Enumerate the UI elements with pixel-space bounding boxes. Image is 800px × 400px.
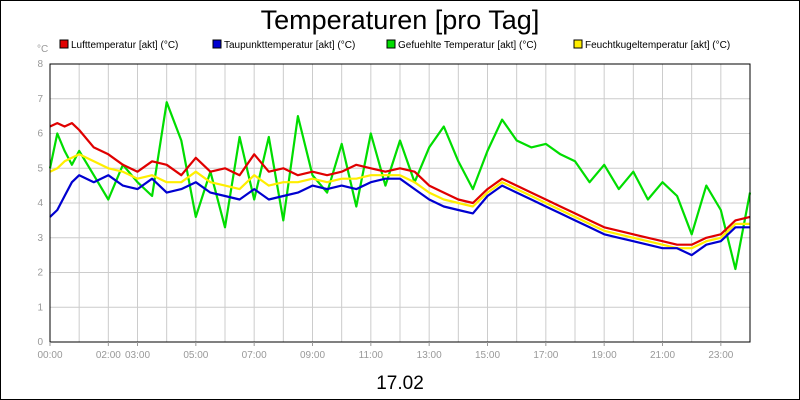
x-tick-label: 17:00 [533,350,558,361]
x-tick-label: 07:00 [242,350,267,361]
y-tick-label: 6 [37,129,43,140]
legend-label: Feuchtkugeltemperatur [akt] (°C) [585,40,730,51]
y-axis-unit: °C [37,44,48,55]
x-tick-label: 09:00 [300,350,325,361]
y-tick-label: 8 [37,59,43,70]
y-tick-label: 7 [37,94,43,105]
series-layer [48,101,752,271]
x-tick-label: 00:00 [37,350,62,361]
legend-swatch [386,39,396,49]
legend-swatch [573,39,583,49]
x-tick-label: 11:00 [359,350,384,361]
x-tick-label: 15:00 [475,350,500,361]
y-tick-label: 1 [37,302,43,313]
x-tick-label: 23:00 [708,350,733,361]
y-tick-label: 3 [37,233,43,244]
series-line-2 [49,174,750,257]
legend-label: Lufttemperatur [akt] (°C) [71,40,178,51]
x-tick-label: 13:00 [417,350,442,361]
grid [50,64,750,342]
plot-border [49,63,751,343]
y-axis-ticks: 0 1 2 3 4 5 6 7 8 [37,59,43,348]
x-tick-label: 03:00 [125,350,150,361]
x-tick-label: 05:00 [183,350,208,361]
y-tick-label: 2 [37,268,43,279]
y-tick-label: 0 [37,337,43,348]
legend-swatch [212,39,222,49]
series-line-4 [49,153,750,250]
series-line-1 [49,121,751,246]
chart-title: Temperaturen [pro Tag] [261,5,540,35]
y-tick-label: 4 [37,198,43,209]
x-axis-ticks: 00:00 02:00 03:00 05:00 07:00 09:00 11:00 13:00… [37,342,734,361]
legend-label: Taupunkttemperatur [akt] (°C) [224,40,355,51]
legend: Lufttemperatur [akt] (°C) Taupunkttempera… [59,39,730,51]
x-tick-label: 02:00 [96,350,121,361]
legend-swatch [59,39,69,49]
chart-date-label: 17.02 [376,373,424,394]
y-tick-label: 5 [37,163,43,174]
x-tick-label: 21:00 [650,350,675,361]
legend-label: Gefuehlte Temperatur [akt] (°C) [398,40,537,51]
x-tick-label: 19:00 [592,350,617,361]
